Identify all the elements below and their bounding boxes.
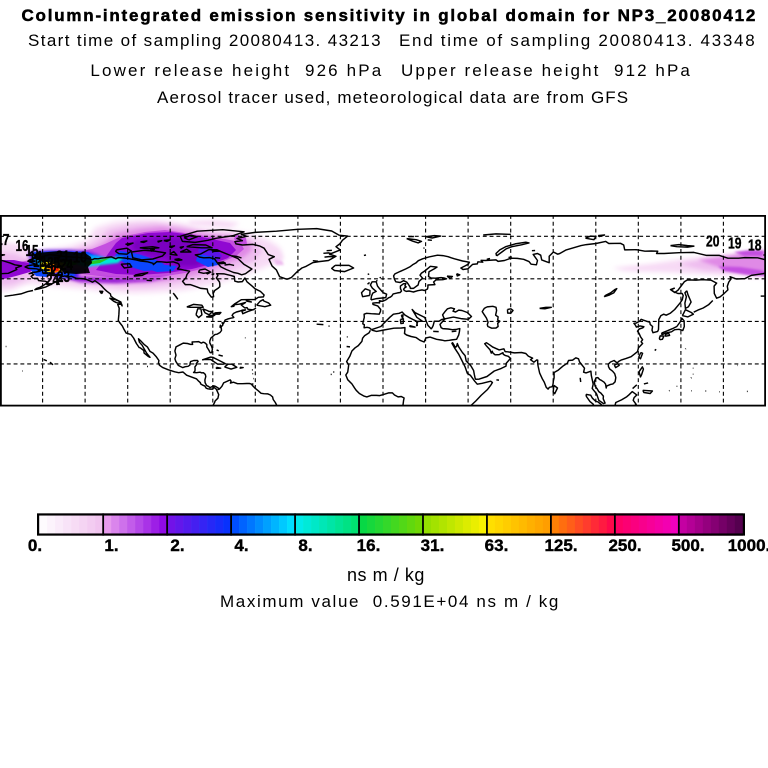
svg-text:24: 24	[60, 257, 73, 274]
svg-text:19: 19	[728, 236, 742, 253]
svg-text:14: 14	[29, 249, 42, 266]
svg-text:23: 23	[57, 269, 70, 286]
svg-text:20: 20	[706, 234, 720, 251]
svg-text:25: 25	[47, 255, 60, 272]
svg-text:15: 15	[26, 243, 39, 260]
svg-text:18: 18	[748, 238, 762, 255]
svg-text:12: 12	[37, 258, 50, 275]
svg-text:22: 22	[50, 263, 63, 280]
svg-text:21: 21	[56, 249, 70, 266]
svg-text:17: 17	[0, 232, 10, 249]
svg-text:13: 13	[33, 254, 46, 271]
svg-text:11: 11	[42, 261, 55, 278]
svg-text:16: 16	[16, 238, 29, 255]
svg-text:24: 24	[46, 272, 59, 289]
svg-text:10: 10	[73, 250, 87, 267]
